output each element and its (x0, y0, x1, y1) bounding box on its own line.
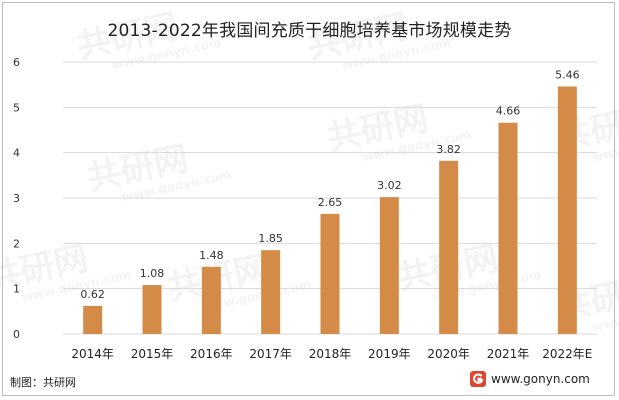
value-labels: 0.62 1.08 1.48 1.85 2.65 3.02 3.82 4.66 5.46 (80, 68, 579, 300)
bar-value-label: 2.65 (318, 196, 343, 209)
bars (83, 86, 577, 334)
bar-2017年 (261, 250, 281, 334)
bar-value-label: 3.82 (436, 143, 461, 156)
bar-2022年E (557, 86, 577, 334)
x-tick-label: 2015年 (131, 347, 174, 361)
bar-2015年 (142, 285, 162, 334)
website-url: www.gonyn.com (491, 372, 590, 386)
y-tick-label: 2 (13, 237, 20, 250)
y-tick-label: 6 (13, 56, 20, 69)
x-tick-label: 2014年 (71, 347, 114, 361)
bar-value-label: 5.46 (555, 68, 580, 81)
y-tick-label: 4 (13, 147, 20, 160)
bar-2014年 (83, 305, 103, 334)
y-tick-label: 5 (13, 101, 20, 114)
source-note: 制图：共研网 (10, 376, 76, 389)
y-tick-label: 1 (13, 283, 20, 296)
x-tick-label: 2021年 (487, 347, 530, 361)
y-axis: 0 1 2 3 4 5 6 (13, 56, 20, 341)
bar-2016年 (201, 266, 221, 334)
gonyn-logo-icon (470, 371, 486, 387)
bar-value-label: 3.02 (377, 179, 402, 192)
bar-2018年 (320, 213, 340, 334)
website-credit: www.gonyn.com (470, 371, 590, 387)
x-tick-label: 2018年 (309, 347, 352, 361)
bar-value-label: 1.08 (140, 267, 165, 280)
y-tick-label: 3 (13, 192, 20, 205)
chart-title: 2013-2022年我国间充质干细胞培养基市场规模走势 (107, 21, 512, 41)
x-tick-label: 2017年 (249, 347, 292, 361)
y-tick-label: 0 (13, 328, 20, 341)
x-tick-label: 2019年 (368, 347, 411, 361)
bar-2020年 (439, 160, 459, 334)
bar-2021年 (498, 122, 518, 334)
x-tick-label: 2022年E (542, 347, 592, 361)
x-tick-label: 2016年 (190, 347, 233, 361)
bar-value-label: 4.66 (496, 105, 521, 118)
bar-value-label: 1.48 (199, 249, 224, 262)
bar-value-label: 1.85 (258, 232, 283, 245)
bar-2019年 (379, 197, 399, 334)
bar-value-label: 0.62 (80, 288, 105, 301)
x-axis: 2014年 2015年 2016年 2017年 2018年 2019年 2020年 2021年… (71, 347, 592, 361)
watermark-layer: 共研网www.gonyn.com共研网www.gonyn.com共研网www.g… (0, 6, 619, 334)
x-tick-label: 2020年 (427, 347, 470, 361)
